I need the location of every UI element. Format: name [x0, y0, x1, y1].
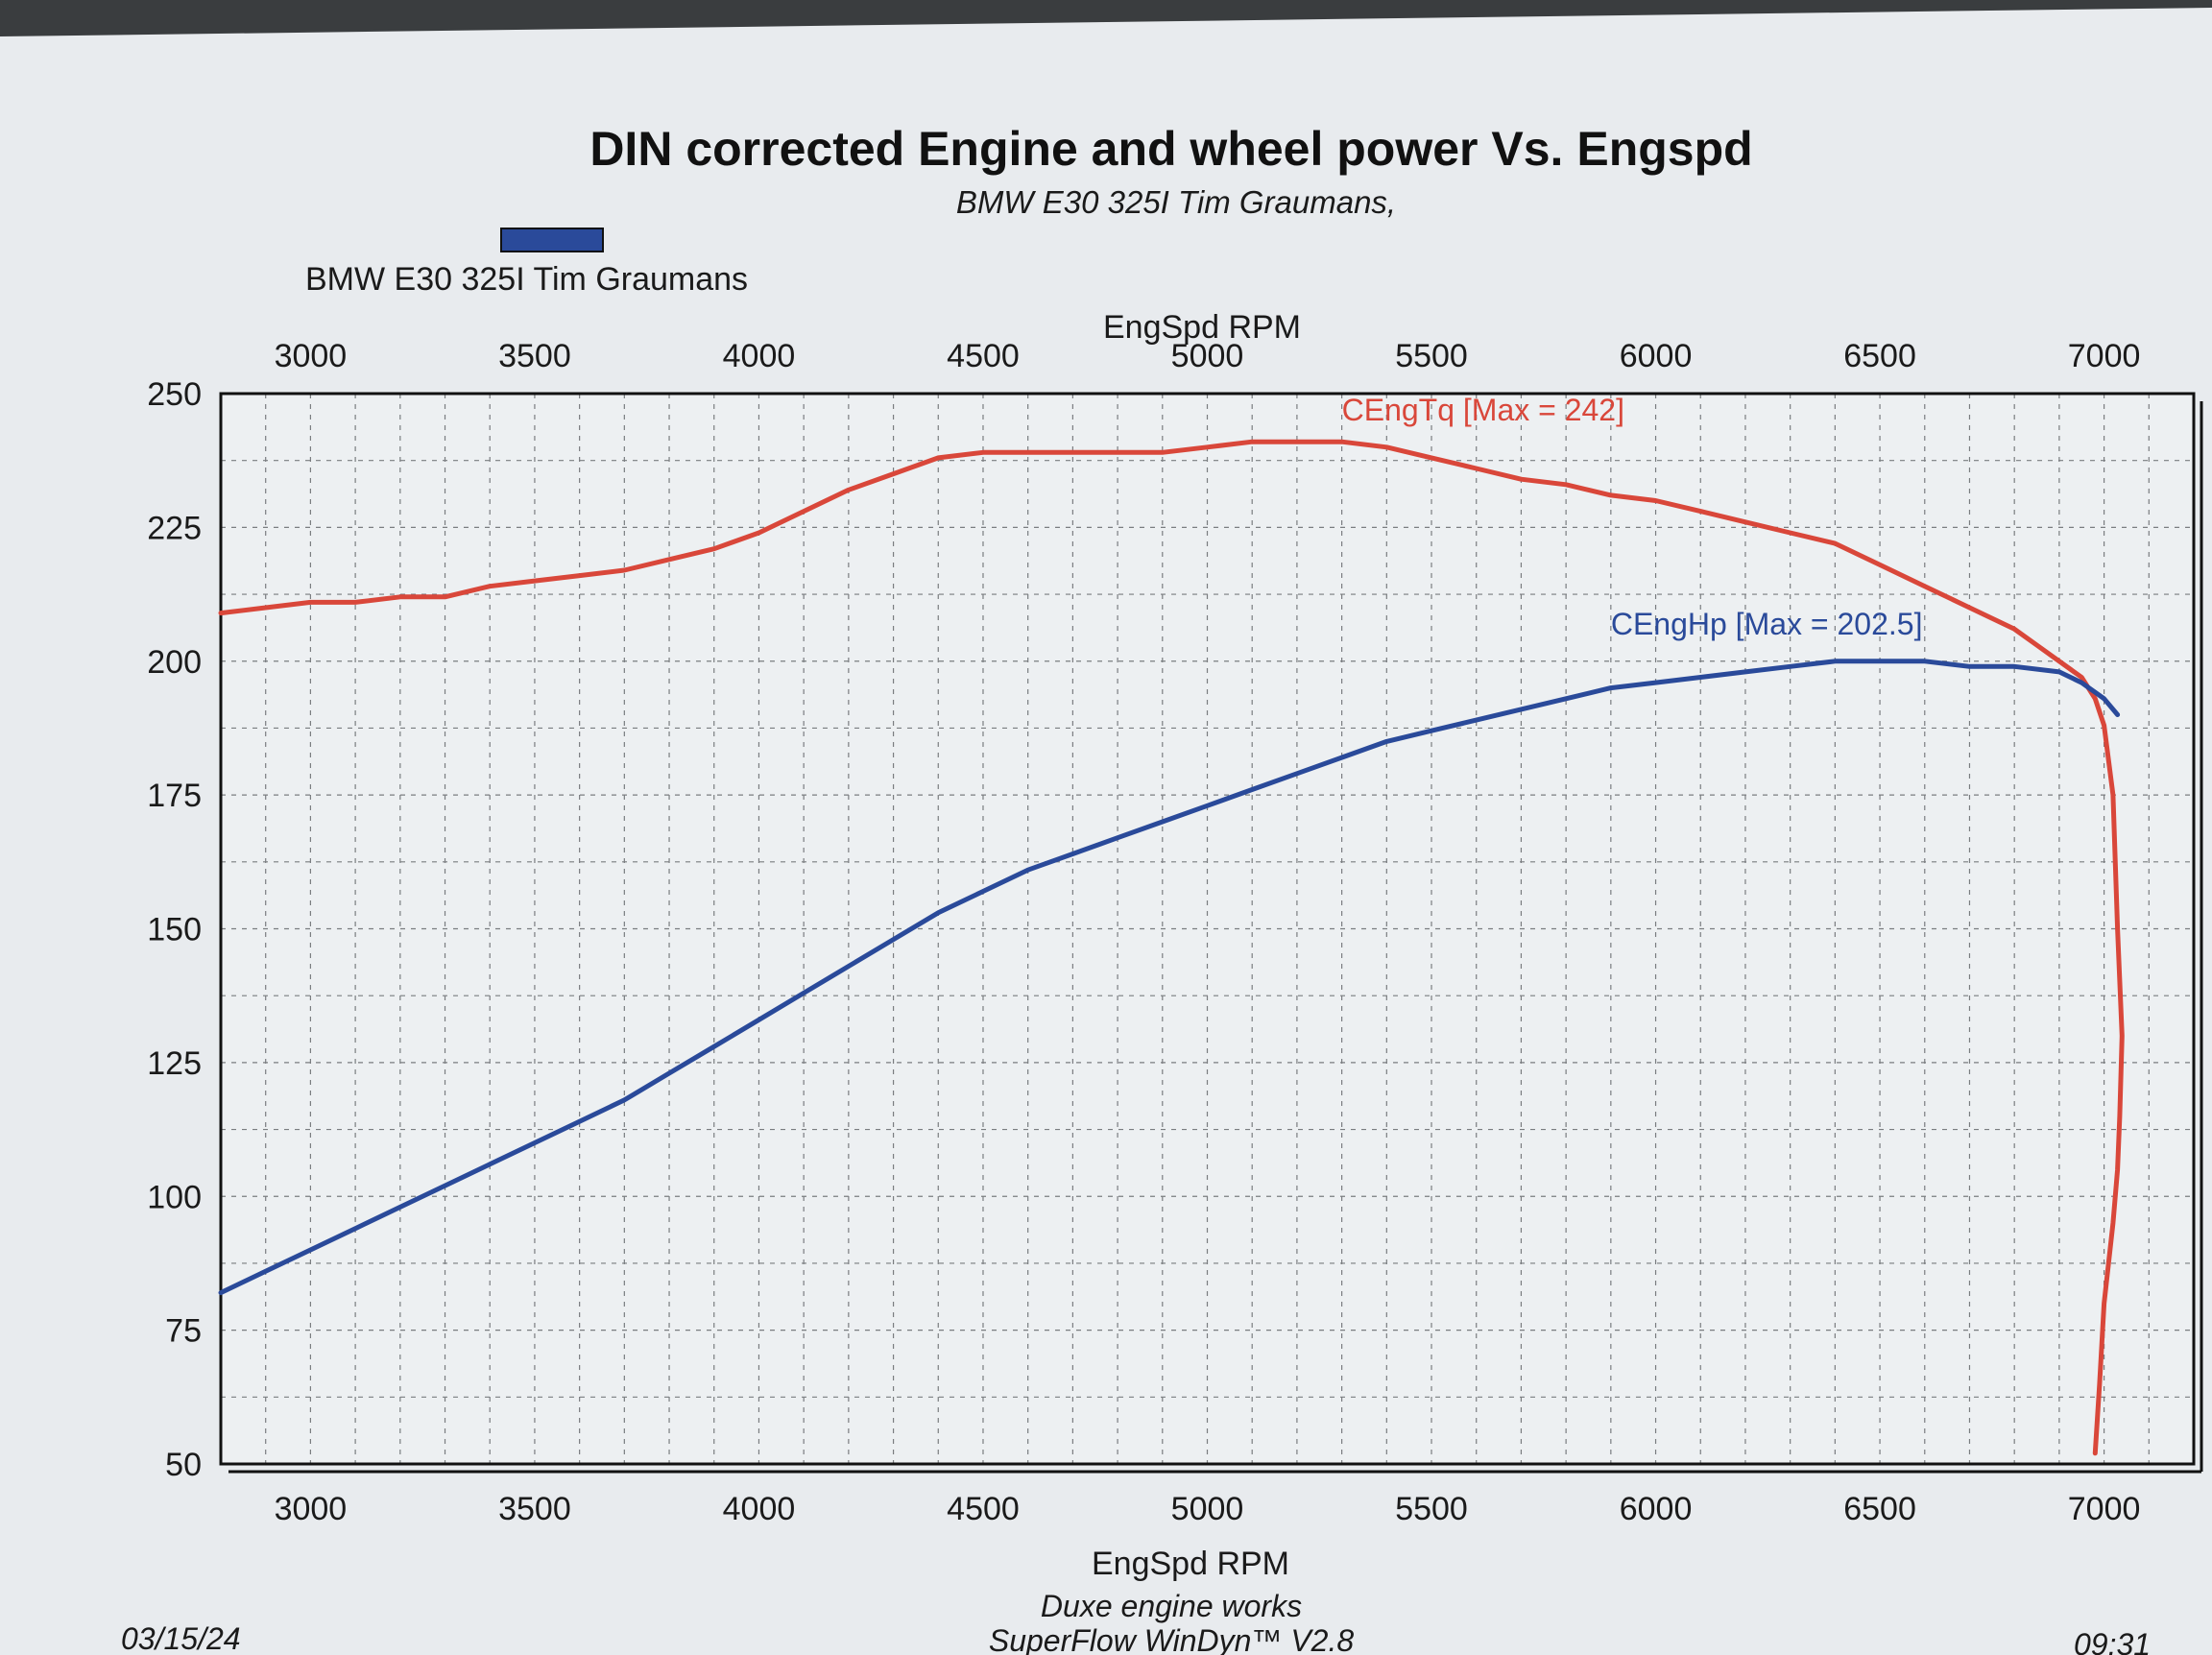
x-axis-title-top: EngSpd RPM	[1103, 309, 1301, 346]
x-tick-label-bottom: 5000	[1171, 1491, 1244, 1527]
x-axis-title-bottom: EngSpd RPM	[1092, 1546, 1289, 1582]
footer-line1: Duxe engine works	[1041, 1589, 1302, 1623]
legend-label: BMW E30 325I Tim Graumans	[305, 261, 748, 298]
series-annotation-1: CEngHp [Max = 202.5]	[1611, 607, 1923, 641]
x-tick-label-bottom: 5500	[1395, 1491, 1468, 1527]
x-tick-label-top: 4500	[947, 338, 1020, 374]
x-tick-label-top: 3000	[275, 338, 348, 374]
annotation-layer: CEngTq [Max = 242] CEngHp [Max = 202.5]	[1342, 393, 1923, 641]
x-tick-label-bottom: 3500	[498, 1491, 571, 1527]
y-tick-label: 75	[165, 1313, 202, 1350]
x-tick-label-bottom: 6500	[1843, 1491, 1916, 1527]
x-tick-label-bottom: 4500	[947, 1491, 1020, 1527]
x-tick-label-bottom: 3000	[275, 1491, 348, 1527]
x-tick-label-bottom: 7000	[2068, 1491, 2141, 1527]
x-tick-label-bottom: 6000	[1620, 1491, 1693, 1527]
x-tick-label-top: 6500	[1843, 338, 1916, 374]
x-tick-label-top: 6000	[1620, 338, 1693, 374]
y-tick-label: 175	[147, 778, 202, 814]
series-annotation-0: CEngTq [Max = 242]	[1342, 393, 1624, 427]
series-layer	[218, 439, 2125, 1456]
x-tick-label-top: 7000	[2068, 338, 2141, 374]
footer-line2: SuperFlow WinDyn™ V2.8	[989, 1623, 1355, 1655]
y-tick-label: 225	[147, 510, 202, 546]
footer-date: 03/15/24	[121, 1621, 241, 1655]
x-tick-label-bottom: 4000	[723, 1491, 796, 1527]
series-line-0	[218, 439, 2125, 1456]
footer-time: 09:31	[2074, 1627, 2151, 1655]
x-tick-label-top: 5500	[1395, 338, 1468, 374]
y-tick-label: 250	[147, 376, 202, 413]
grid-layer	[219, 392, 2203, 1474]
y-tick-label: 100	[147, 1179, 202, 1215]
y-tick-label: 200	[147, 644, 202, 681]
legend-swatch	[500, 228, 604, 252]
tick-layer: 3000 3000 3500 3500 4000 4000 4500 4500 5000 5000…	[147, 338, 2140, 1527]
chart-subtitle: BMW E30 325I Tim Graumans,	[956, 184, 1396, 220]
series-line-1	[218, 659, 2121, 1296]
plot-frame	[219, 392, 2196, 1466]
y-tick-label: 125	[147, 1045, 202, 1082]
chart-title: DIN corrected Engine and wheel power Vs.…	[589, 122, 1752, 176]
y-tick-label: 150	[147, 912, 202, 948]
x-tick-label-top: 5000	[1171, 338, 1244, 374]
x-tick-label-top: 4000	[723, 338, 796, 374]
y-tick-label: 50	[165, 1447, 202, 1483]
x-tick-label-top: 3500	[498, 338, 571, 374]
